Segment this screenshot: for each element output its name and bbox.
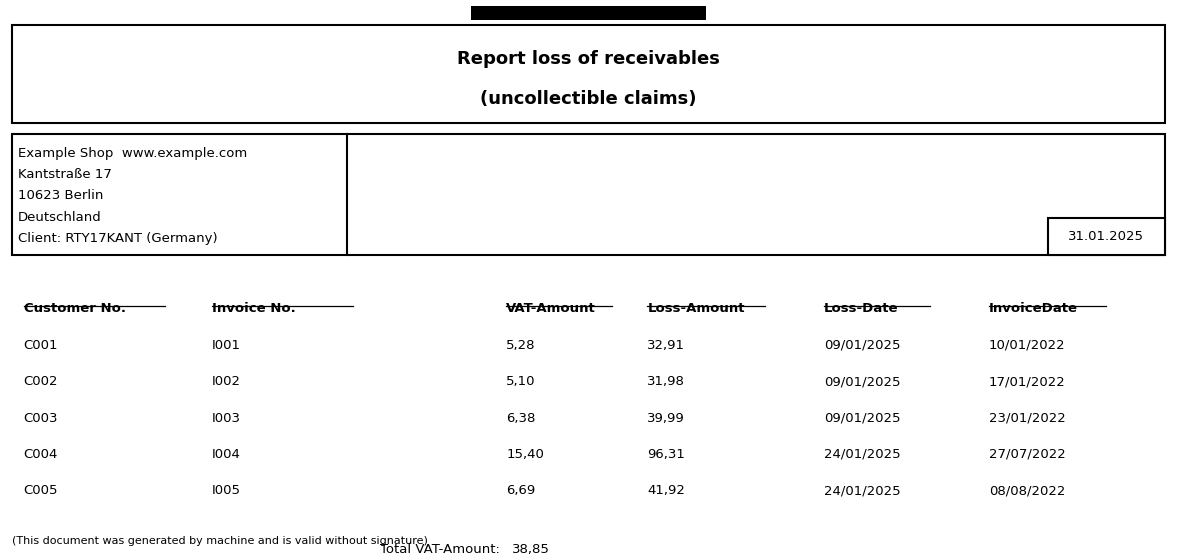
Text: I005: I005	[212, 484, 241, 497]
Text: 96,31: 96,31	[647, 448, 685, 461]
FancyBboxPatch shape	[471, 6, 706, 20]
Text: C004: C004	[24, 448, 58, 461]
Text: I001: I001	[212, 339, 241, 352]
Text: 31.01.2025: 31.01.2025	[1069, 230, 1144, 243]
Text: 09/01/2025: 09/01/2025	[824, 339, 900, 352]
Text: 6,69: 6,69	[506, 484, 536, 497]
Text: I004: I004	[212, 448, 241, 461]
Text: Loss-Amount: Loss-Amount	[647, 302, 745, 315]
Text: (uncollectible claims): (uncollectible claims)	[480, 90, 697, 108]
Text: Loss-Date: Loss-Date	[824, 302, 898, 315]
Text: 31,98: 31,98	[647, 375, 685, 388]
Text: 32,91: 32,91	[647, 339, 685, 352]
Text: Customer No.: Customer No.	[24, 302, 126, 315]
Text: (This document was generated by machine and is valid without signature): (This document was generated by machine …	[12, 536, 427, 546]
Text: I003: I003	[212, 412, 241, 424]
Text: Kantstraße 17: Kantstraße 17	[18, 168, 112, 181]
Text: VAT-Amount: VAT-Amount	[506, 302, 596, 315]
Text: 24/01/2025: 24/01/2025	[824, 484, 900, 497]
FancyBboxPatch shape	[12, 134, 1165, 255]
Text: Deutschland: Deutschland	[18, 211, 101, 223]
FancyBboxPatch shape	[1048, 218, 1165, 255]
Text: 27/07/2022: 27/07/2022	[989, 448, 1065, 461]
Text: Invoice No.: Invoice No.	[212, 302, 295, 315]
Text: 38,85: 38,85	[512, 543, 550, 556]
Text: 09/01/2025: 09/01/2025	[824, 375, 900, 388]
FancyBboxPatch shape	[12, 25, 1165, 123]
Text: Total VAT-Amount:: Total VAT-Amount:	[380, 543, 500, 556]
Text: 41,92: 41,92	[647, 484, 685, 497]
Text: 24/01/2025: 24/01/2025	[824, 448, 900, 461]
Text: 17/01/2022: 17/01/2022	[989, 375, 1065, 388]
Text: Report loss of receivables: Report loss of receivables	[457, 50, 720, 68]
Text: 39,99: 39,99	[647, 412, 685, 424]
Text: 08/08/2022: 08/08/2022	[989, 484, 1065, 497]
Text: C005: C005	[24, 484, 58, 497]
Text: 6,38: 6,38	[506, 412, 536, 424]
Text: I002: I002	[212, 375, 241, 388]
Text: Example Shop  www.example.com: Example Shop www.example.com	[18, 147, 247, 160]
Text: C001: C001	[24, 339, 58, 352]
Text: 10623 Berlin: 10623 Berlin	[18, 189, 104, 202]
Text: 23/01/2022: 23/01/2022	[989, 412, 1065, 424]
Text: Client: RTY17KANT (Germany): Client: RTY17KANT (Germany)	[18, 232, 218, 245]
Text: InvoiceDate: InvoiceDate	[989, 302, 1078, 315]
Text: 15,40: 15,40	[506, 448, 544, 461]
Text: 10/01/2022: 10/01/2022	[989, 339, 1065, 352]
Text: 09/01/2025: 09/01/2025	[824, 412, 900, 424]
Text: 5,28: 5,28	[506, 339, 536, 352]
Text: 5,10: 5,10	[506, 375, 536, 388]
Text: C003: C003	[24, 412, 58, 424]
Text: C002: C002	[24, 375, 58, 388]
